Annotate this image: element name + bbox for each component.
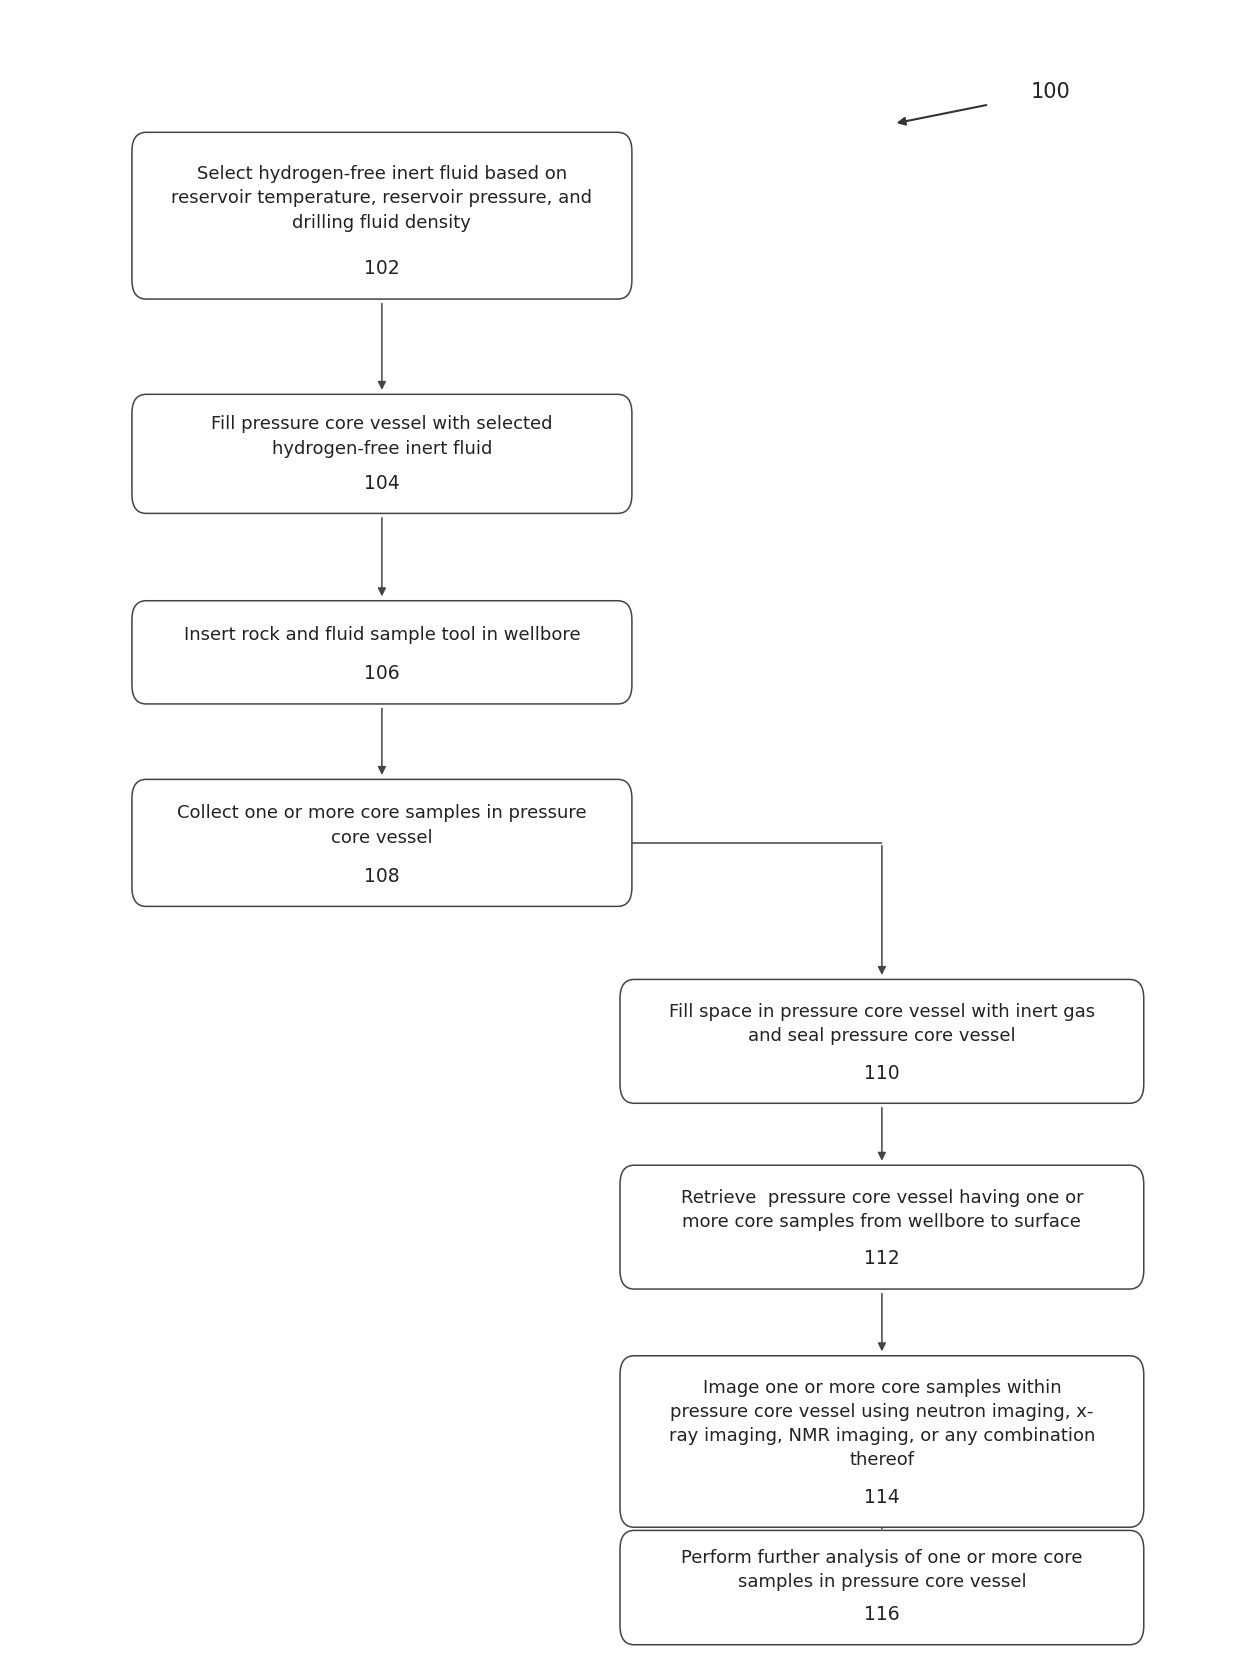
FancyBboxPatch shape [131,394,632,513]
FancyBboxPatch shape [620,1530,1143,1644]
FancyBboxPatch shape [131,779,632,906]
Text: 114: 114 [864,1487,900,1507]
Text: Fill space in pressure core vessel with inert gas
and seal pressure core vessel: Fill space in pressure core vessel with … [668,1002,1095,1045]
Text: Fill pressure core vessel with selected
hydrogen-free inert fluid: Fill pressure core vessel with selected … [211,415,553,458]
Text: Perform further analysis of one or more core
samples in pressure core vessel: Perform further analysis of one or more … [681,1548,1083,1591]
FancyBboxPatch shape [620,979,1143,1103]
Text: Collect one or more core samples in pressure
core vessel: Collect one or more core samples in pres… [177,804,587,847]
FancyBboxPatch shape [620,1356,1143,1527]
Text: 116: 116 [864,1604,900,1624]
FancyBboxPatch shape [131,600,632,705]
Text: Select hydrogen-free inert fluid based on
reservoir temperature, reservoir press: Select hydrogen-free inert fluid based o… [171,165,593,232]
Text: 112: 112 [864,1249,900,1269]
Text: Image one or more core samples within
pressure core vessel using neutron imaging: Image one or more core samples within pr… [668,1378,1095,1469]
Text: 108: 108 [365,867,399,887]
Text: Insert rock and fluid sample tool in wellbore: Insert rock and fluid sample tool in wel… [184,625,580,643]
Text: Retrieve  pressure core vessel having one or
more core samples from wellbore to : Retrieve pressure core vessel having one… [681,1189,1084,1231]
Text: 104: 104 [365,473,399,493]
FancyBboxPatch shape [620,1164,1143,1288]
Text: 106: 106 [365,665,399,683]
Text: 110: 110 [864,1064,900,1083]
Text: 100: 100 [1030,81,1070,103]
FancyBboxPatch shape [131,132,632,299]
Text: 102: 102 [365,260,399,278]
